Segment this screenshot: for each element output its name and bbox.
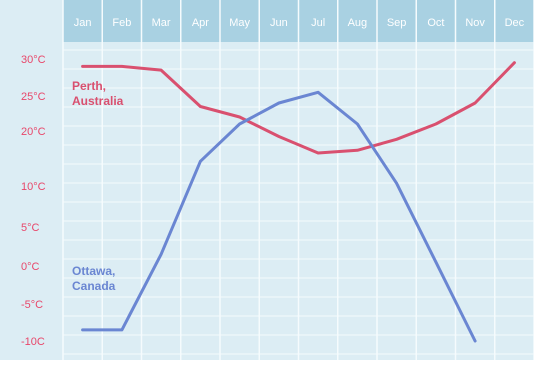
data-point xyxy=(199,160,202,163)
data-point xyxy=(513,61,516,64)
series-label: Ottawa, xyxy=(72,264,115,278)
month-label: Dec xyxy=(505,17,525,29)
data-point xyxy=(395,138,398,141)
data-point xyxy=(238,115,241,119)
y-tick-label: 10°C xyxy=(21,181,46,193)
data-point xyxy=(277,101,281,105)
y-tick-label: 30°C xyxy=(21,54,46,66)
month-label: May xyxy=(229,17,250,29)
month-label: Apr xyxy=(192,17,209,29)
data-point xyxy=(277,135,281,138)
month-label: Aug xyxy=(348,17,368,29)
series-line-perth xyxy=(81,61,516,155)
data-point xyxy=(159,68,163,72)
data-point xyxy=(81,328,84,332)
data-point xyxy=(316,151,320,155)
month-label: Feb xyxy=(112,17,131,29)
y-tick-label: 25°C xyxy=(21,91,46,103)
data-point xyxy=(356,149,359,152)
y-tick-label: -5°C xyxy=(21,299,43,311)
data-point xyxy=(434,260,438,264)
data-point xyxy=(395,182,398,185)
y-tick-label: 5°C xyxy=(21,222,40,234)
data-point xyxy=(120,328,124,332)
series-label: Perth, xyxy=(72,79,106,93)
data-point xyxy=(120,65,124,68)
month-label: Nov xyxy=(465,17,485,29)
series-label: Canada xyxy=(72,279,116,293)
y-tick-label: 0°C xyxy=(21,261,40,273)
data-point xyxy=(434,122,438,126)
data-point xyxy=(159,253,163,256)
data-point xyxy=(473,339,477,343)
month-label: Mar xyxy=(152,17,171,29)
data-point xyxy=(238,122,241,126)
y-tick-label: 20°C xyxy=(21,126,46,138)
month-label: Jan xyxy=(74,17,92,29)
series-label: Australia xyxy=(72,94,124,108)
data-point xyxy=(356,122,359,126)
data-point xyxy=(316,91,320,94)
month-label: Jul xyxy=(311,17,325,29)
month-label: Oct xyxy=(427,17,444,29)
month-label: Jun xyxy=(270,17,288,29)
data-point xyxy=(199,105,202,108)
month-label: Sep xyxy=(387,17,407,29)
data-point xyxy=(473,101,477,105)
data-point xyxy=(81,65,84,68)
y-tick-label: -10C xyxy=(21,336,45,348)
plot-background xyxy=(0,0,534,360)
